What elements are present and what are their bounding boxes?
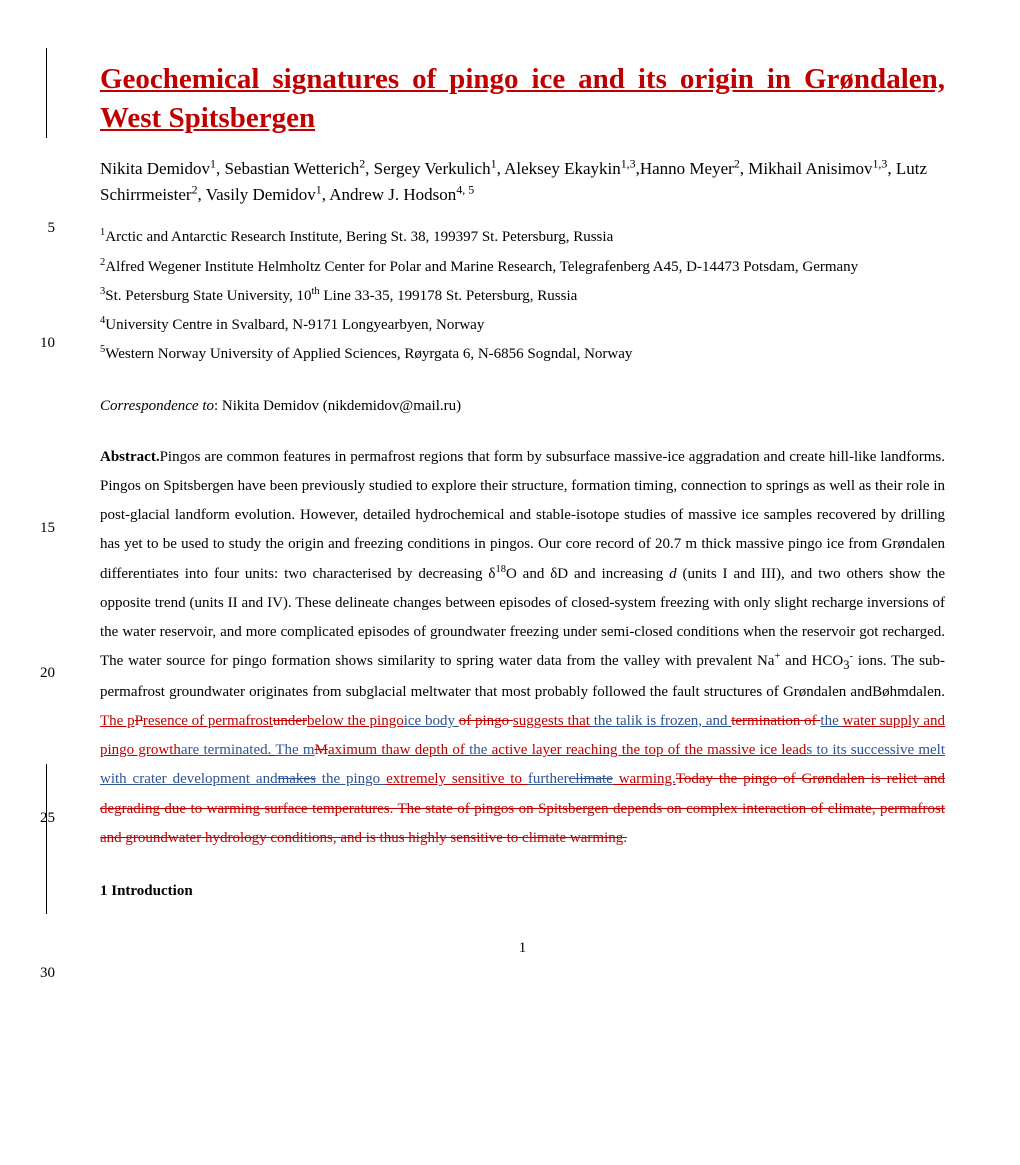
affiliation: 4University Centre in Svalbard, N-9171 L… — [100, 311, 945, 340]
line-number: 20 — [25, 665, 55, 682]
affiliation: 1Arctic and Antarctic Research Institute… — [100, 223, 945, 252]
abstract-tracked-changes: The pPresence of permafrostunderbelow th… — [100, 713, 945, 846]
abstract: Abstract.Pingos are common features in p… — [100, 443, 945, 854]
abstract-body: Pingos are common features in permafrost… — [100, 449, 945, 700]
author-list: Nikita Demidov1, Sebastian Wetterich2, S… — [100, 156, 945, 207]
line-number: 15 — [25, 520, 55, 537]
change-bar — [46, 764, 47, 914]
affiliation: 2Alfred Wegener Institute Helmholtz Cent… — [100, 253, 945, 282]
page-number: 1 — [100, 940, 945, 957]
line-number: 5 — [25, 220, 55, 237]
line-number: 30 — [25, 965, 55, 982]
abstract-label: Abstract. — [100, 449, 160, 465]
line-number: 10 — [25, 335, 55, 352]
affiliation: 3St. Petersburg State University, 10th L… — [100, 282, 945, 311]
paper-title: Geochemical signatures of pingo ice and … — [100, 60, 945, 138]
correspondence-label: Correspondence to — [100, 398, 214, 414]
line-number: 25 — [25, 810, 55, 827]
content-column: Geochemical signatures of pingo ice and … — [100, 60, 945, 957]
page: 5 10 15 20 25 30 Geochemical signatures … — [0, 0, 1020, 997]
correspondence: Correspondence to: Nikita Demidov (nikde… — [100, 398, 945, 415]
correspondence-text: : Nikita Demidov (nikdemidov@mail.ru) — [214, 398, 461, 414]
change-bar — [46, 48, 47, 138]
section-heading: 1 Introduction — [100, 883, 945, 900]
affiliation: 5Western Norway University of Applied Sc… — [100, 340, 945, 369]
